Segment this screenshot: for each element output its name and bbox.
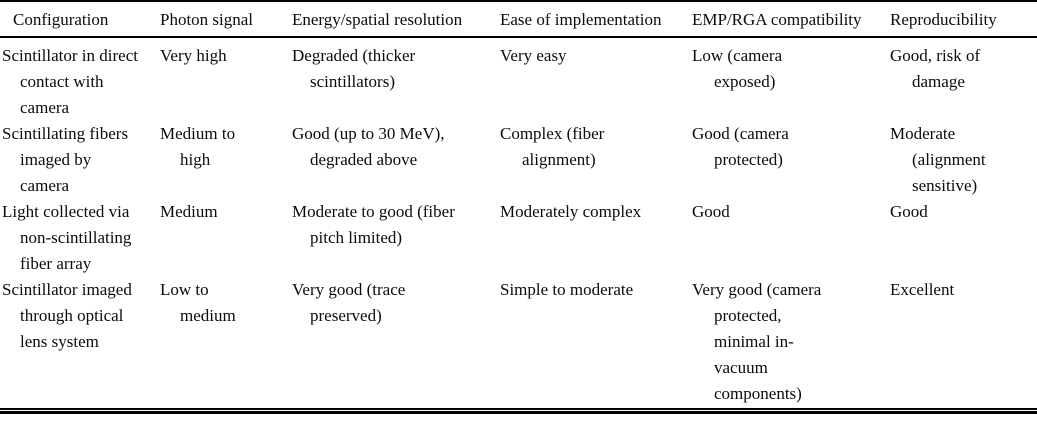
- table-row-scintillating-fibers: Scintillating fibers imaged by camera Me…: [0, 121, 1037, 199]
- table-row-non-scintillating-fiber-array: Light collected via non-scintillating fi…: [0, 199, 1037, 277]
- table-bottom-rule: [0, 408, 1037, 414]
- cell-reproducibility: Moderate (alignment sensitive): [890, 124, 986, 195]
- column-header-photon-signal: Photon signal: [158, 1, 290, 38]
- configuration-comparison-table: Configuration Photon signal Energy/spati…: [0, 0, 1037, 407]
- bottom-rule-thick: [0, 411, 1037, 414]
- cell-configuration: Scintillator imaged through optical lens…: [2, 280, 132, 351]
- cell-compatibility: Low (camera exposed): [692, 46, 783, 91]
- cell-implementation: Complex (fiber alignment): [500, 124, 605, 169]
- column-header-configuration: Configuration: [0, 1, 158, 38]
- cell-reproducibility: Good, risk of damage: [890, 46, 981, 91]
- cell-resolution: Good (up to 30 MeV), degraded above: [292, 124, 445, 169]
- cell-reproducibility: Excellent: [890, 280, 955, 299]
- cell-photon-signal: Medium: [160, 202, 218, 221]
- cell-resolution: Degraded (thicker scintillators): [292, 46, 416, 91]
- cell-compatibility: Very good (camera protected, minimal in-…: [692, 280, 822, 403]
- table-header-row: Configuration Photon signal Energy/spati…: [0, 1, 1037, 38]
- cell-resolution: Moderate to good (fiber pitch limited): [292, 202, 455, 247]
- column-header-emp-rga-compatibility: EMP/RGA compatibility: [690, 1, 888, 38]
- cell-photon-signal: Very high: [160, 46, 227, 65]
- cell-configuration: Scintillator in direct contact with came…: [2, 46, 138, 117]
- cell-configuration: Scintillating fibers imaged by camera: [2, 124, 129, 195]
- cell-implementation: Simple to moderate: [500, 280, 634, 299]
- table-row-scintillator-direct-contact: Scintillator in direct contact with came…: [0, 37, 1037, 121]
- cell-photon-signal: Low to medium: [160, 280, 236, 325]
- column-header-ease-of-implementation: Ease of implementation: [498, 1, 690, 38]
- table-row-optical-lens-system: Scintillator imaged through optical lens…: [0, 277, 1037, 407]
- cell-compatibility: Good (camera protected): [692, 124, 789, 169]
- bottom-rule-thin: [0, 408, 1037, 410]
- cell-photon-signal: Medium to high: [160, 124, 236, 169]
- cell-implementation: Moderately complex: [500, 202, 642, 221]
- cell-reproducibility: Good: [890, 202, 928, 221]
- cell-compatibility: Good: [692, 202, 730, 221]
- cell-resolution: Very good (trace preserved): [292, 280, 406, 325]
- column-header-reproducibility: Reproducibility: [888, 1, 1037, 38]
- cell-implementation: Very easy: [500, 46, 567, 65]
- bottom-rule-gap: [0, 410, 1037, 411]
- column-header-energy-spatial-resolution: Energy/spatial resolution: [290, 1, 498, 38]
- cell-configuration: Light collected via non-scintillating fi…: [2, 202, 132, 273]
